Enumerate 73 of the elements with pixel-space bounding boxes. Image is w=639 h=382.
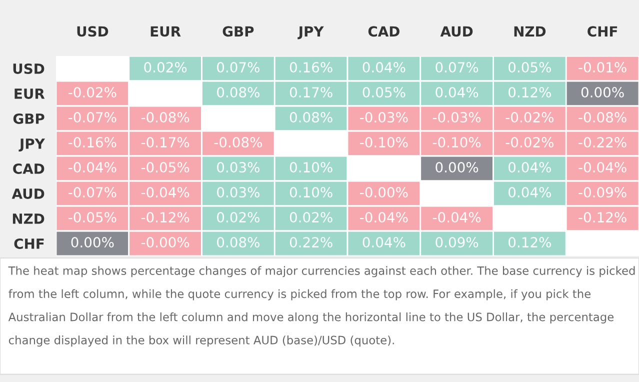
data-label: -0.02% [506,137,554,148]
data-label: -0.04% [141,187,190,198]
data-label: -0.16% [68,137,116,148]
data-label: 0.22% [290,237,332,248]
data-label: -0.05% [68,212,116,223]
text: The heat map shows percentage changes of major currencies against each other. The base currency is picked from the left column, while the quote currency is picked from the top row. For example, if you pick the Australian Dollar from the left column and move along the horizontal line to the US Dollar, the percentage change displayed in the box will represent AUD (base)/USD (quote). [8,266,635,347]
data-label: 0.02% [144,62,187,73]
x-tick-label: USD [77,26,108,37]
data-label: 0.00% [71,237,114,248]
y-tick-label: USD [13,63,44,74]
data-label: 0.08% [217,237,260,248]
data-label: 0.05% [508,62,551,73]
y-tick-label: NZD [12,214,44,224]
data-label: 0.08% [217,87,260,98]
x-tick-label: EUR [150,26,181,37]
y-tick-label: GBP [13,113,44,124]
data-label: 0.00% [436,162,478,173]
data-label: -0.22% [578,137,626,148]
x-tick-label: CAD [368,26,400,37]
data-label: -0.07% [68,112,116,123]
data-label: 0.07% [436,62,478,73]
x-tick-label: AUD [440,26,473,37]
data-label: -0.01% [578,62,626,73]
data-label: -0.08% [578,112,626,123]
data-label: -0.12% [578,212,626,223]
data-label: 0.04% [362,62,406,73]
data-label: 0.03% [217,162,260,173]
data-label: 0.17% [290,87,332,98]
y-tick-label: CHF [14,238,44,249]
data-label: 0.04% [362,237,406,248]
data-label: -0.03% [432,112,481,123]
data-label: -0.17% [141,137,190,148]
data-label: -0.04% [578,162,626,173]
x-tick-label: JPY [298,26,324,40]
data-label: 0.05% [362,87,406,98]
data-label: 0.16% [290,62,332,73]
data-label: 0.10% [290,162,332,173]
data-label: -0.08% [141,112,190,123]
data-label: -0.03% [360,112,408,123]
data-label: -0.00% [141,237,190,248]
data-label: -0.08% [214,137,262,148]
data-label: -0.04% [68,162,116,173]
data-label: -0.12% [141,212,190,223]
data-label: -0.10% [360,137,408,148]
data-label: 0.02% [290,212,332,223]
data-label: -0.02% [506,112,554,123]
data-label: 0.07% [217,62,260,73]
x-tick-label: NZD [514,26,546,36]
data-label: 0.02% [217,212,260,223]
data-label: 0.12% [508,87,551,98]
data-label: -0.09% [578,187,626,198]
data-label: -0.00% [360,187,408,198]
data-label: -0.04% [360,212,408,223]
data-label: 0.04% [436,87,478,98]
data-label: -0.02% [68,87,116,98]
y-tick-label: EUR [14,88,45,99]
data-label: 0.03% [217,187,260,198]
data-label: -0.04% [432,212,481,223]
data-label: 0.04% [508,187,551,198]
y-tick-label: CAD [13,163,44,174]
data-label: 0.04% [508,162,551,173]
x-tick-label: CHF [588,26,618,37]
data-label: 0.09% [436,237,478,248]
y-tick-label: JPY [18,138,46,152]
data-label: 0.12% [508,237,551,248]
data-label: 0.10% [290,187,332,198]
data-label: 0.08% [290,112,332,123]
data-label: -0.07% [68,187,116,198]
data-label: -0.05% [141,162,190,173]
data-label: -0.10% [432,137,481,148]
y-tick-label: AUD [12,188,44,199]
x-tick-label: GBP [222,26,254,37]
data-label: 0.00% [581,87,624,98]
